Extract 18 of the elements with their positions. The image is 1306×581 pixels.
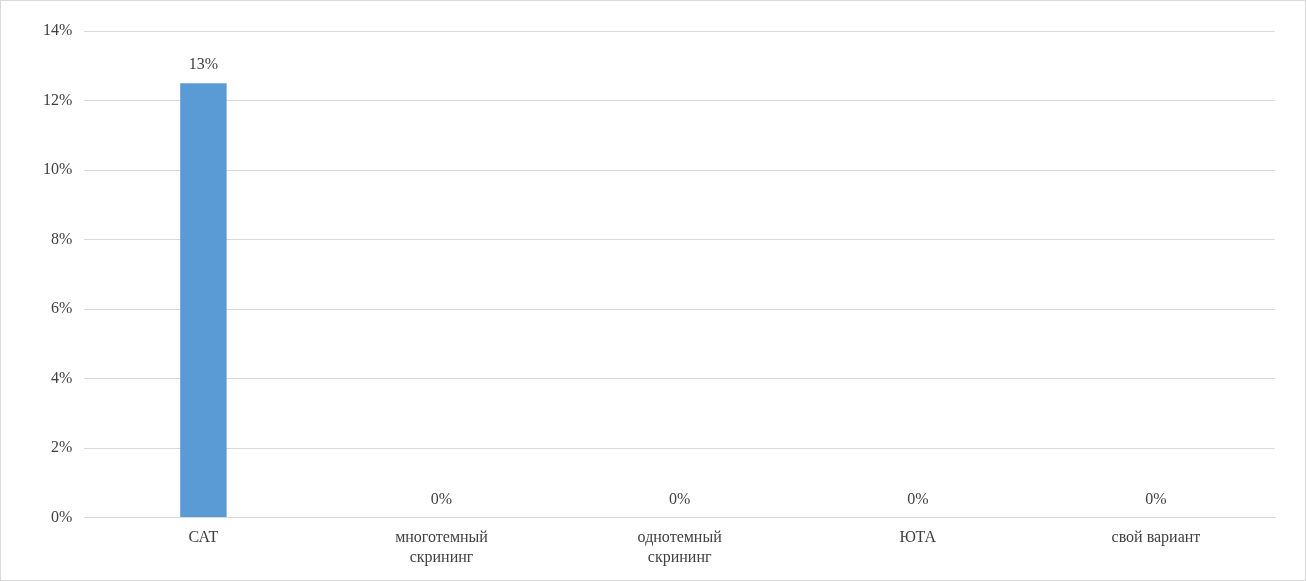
x-tick-label: САТ [188, 528, 219, 546]
y-tick-label: 12% [43, 90, 73, 108]
data-label: 13% [188, 55, 219, 73]
y-tick-label: 10% [43, 160, 73, 178]
data-label: 0% [430, 489, 453, 507]
x-tick-label: однотемный скрининг [637, 528, 723, 566]
y-tick-label: 2% [51, 438, 73, 456]
y-tick-label: 0% [51, 507, 73, 525]
y-tick-label: 6% [51, 299, 73, 317]
y-tick-label: 4% [51, 368, 73, 386]
x-tick-label: ЮТА [899, 528, 937, 546]
x-tick-label: свой вариант [1111, 528, 1201, 547]
y-tick-label: 8% [51, 229, 73, 247]
data-label: 0% [907, 489, 929, 507]
x-tick-label: многотемный скрининг [395, 528, 489, 566]
y-tick-label: 14% [43, 21, 73, 39]
data-label: 0% [669, 489, 691, 507]
data-label: 0% [1145, 489, 1167, 507]
